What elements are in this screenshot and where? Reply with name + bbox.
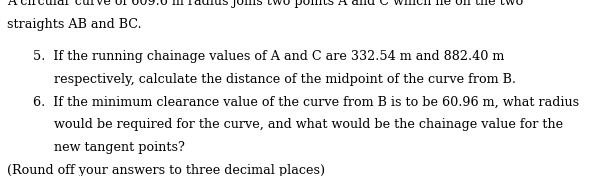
Text: respectively, calculate the distance of the midpoint of the curve from B.: respectively, calculate the distance of … <box>54 73 516 86</box>
Text: 6.  If the minimum clearance value of the curve from B is to be 60.96 m, what ra: 6. If the minimum clearance value of the… <box>33 96 579 109</box>
Text: (Round off your answers to three decimal places): (Round off your answers to three decimal… <box>7 164 325 176</box>
Text: would be required for the curve, and what would be the chainage value for the: would be required for the curve, and wha… <box>54 118 563 131</box>
Text: 5.  If the running chainage values of A and C are 332.54 m and 882.40 m: 5. If the running chainage values of A a… <box>33 50 505 63</box>
Text: straights AB and BC.: straights AB and BC. <box>7 18 142 31</box>
Text: A circular curve of 609.6 m radius joins two points A and C which lie on the two: A circular curve of 609.6 m radius joins… <box>7 0 523 8</box>
Text: new tangent points?: new tangent points? <box>54 141 185 154</box>
